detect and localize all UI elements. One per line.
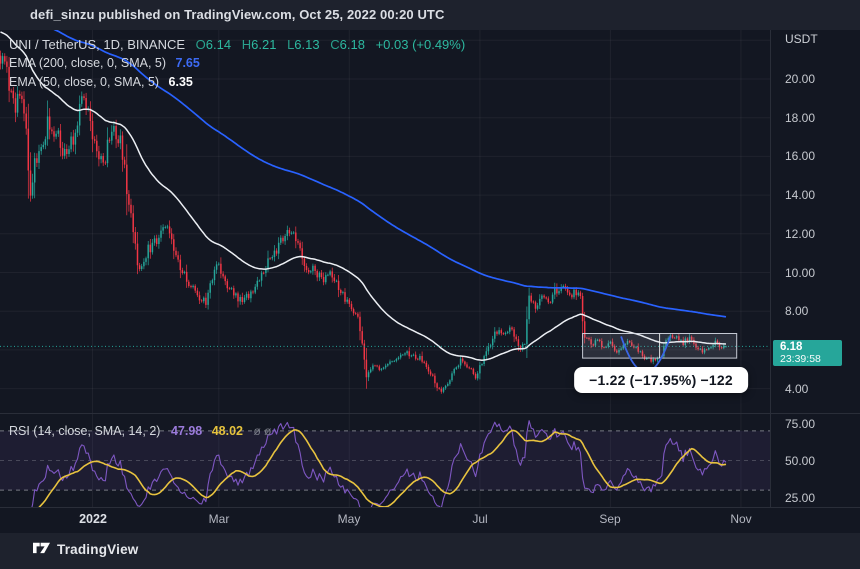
time-axis[interactable]: 2022 Mar May Jul Sep Nov — [0, 507, 770, 533]
price-tick-label: 4.00 — [785, 382, 809, 396]
rsi-value: 47.98 — [170, 424, 203, 438]
price-tick-label: 16.00 — [785, 149, 816, 163]
rsi-tick-label: 50.00 — [785, 454, 816, 468]
publish-bar: defi_sinzu published on TradingView.com,… — [0, 0, 860, 30]
time-tick-label: May — [337, 512, 361, 526]
price-tick-label: 10.00 — [785, 266, 816, 280]
price-tick-label: 20.00 — [785, 72, 816, 86]
measure-tooltip: −1.22 (−17.95%) −122 — [574, 367, 748, 393]
last-price-value: 6.18 — [780, 341, 803, 353]
time-tick-label: Nov — [730, 512, 752, 526]
price-tick-label: 12.00 — [785, 227, 816, 241]
price-tick-label: 8.00 — [785, 304, 809, 318]
close-value: 6.18 — [339, 37, 365, 52]
ema200-value: 7.65 — [175, 56, 200, 70]
chart-canvas[interactable] — [0, 30, 860, 533]
ema50-label: EMA (50, close, 0, SMA, 5) — [9, 75, 160, 89]
close-label: C — [330, 37, 340, 52]
low-label: L — [287, 37, 295, 52]
rsi-ma-value: 48.02 — [211, 424, 243, 438]
rsi-tick-label: 25.00 — [785, 491, 816, 505]
low-value: 6.13 — [294, 37, 320, 52]
tradingview-brand-text: TradingView — [57, 542, 139, 557]
drawing-annotations[interactable] — [0, 333, 771, 373]
open-label: O — [195, 37, 206, 52]
publish-info: defi_sinzu published on TradingView.com,… — [30, 7, 445, 22]
grid-lines — [0, 30, 770, 507]
last-price-badge: 6.18 23:39:58 — [773, 340, 842, 366]
chart-card: UNI / TetherUS, 1D, BINANCE O6.14 H6.21 … — [0, 30, 860, 533]
footer-bar: TradingView — [0, 533, 860, 569]
time-tick-label: Jul — [472, 512, 488, 526]
symbol-legend-row: UNI / TetherUS, 1D, BINANCE O6.14 H6.21 … — [9, 37, 465, 52]
change-value: +0.03 (+0.49%) — [375, 37, 466, 52]
ema50-legend-row: EMA (50, close, 0, SMA, 5) 6.35 — [9, 75, 193, 89]
price-tick-label: 14.00 — [785, 188, 816, 202]
axis-currency-label: USDT — [785, 32, 818, 46]
ema-overlays — [0, 30, 727, 361]
ema50-value: 6.35 — [168, 75, 193, 89]
hidden-band-icons: ø ø — [253, 424, 272, 438]
rsi-legend-row: RSI (14, close, SMA, 14, 2) 47.98 48.02 … — [9, 424, 271, 438]
time-tick-label: Mar — [208, 512, 230, 526]
price-tick-label: 18.00 — [785, 111, 816, 125]
time-tick-label: 2022 — [79, 512, 107, 526]
bar-countdown-timer: 23:39:58 — [780, 353, 821, 365]
ema200-legend-row: EMA (200, close, 0, SMA, 5) 7.65 — [9, 56, 200, 70]
price-axis[interactable]: USDT 20.00 18.00 16.00 14.00 12.00 10.00 8.00 4… — [771, 30, 860, 507]
tradingview-logo-icon — [33, 542, 50, 554]
high-value: 6.21 — [251, 37, 277, 52]
high-label: H — [241, 37, 252, 52]
ema200-label: EMA (200, close, 0, SMA, 5) — [9, 56, 167, 70]
time-tick-label: Sep — [599, 512, 621, 526]
pane-borders — [0, 30, 860, 508]
rsi-tick-label: 75.00 — [785, 417, 816, 431]
open-value: 6.14 — [205, 37, 232, 52]
rsi-label: RSI (14, close, SMA, 14, 2) — [9, 424, 161, 438]
tradingview-logo[interactable]: TradingView — [33, 542, 138, 557]
rsi-pane — [0, 420, 770, 507]
symbol-title: UNI / TetherUS, 1D, BINANCE — [9, 37, 186, 52]
